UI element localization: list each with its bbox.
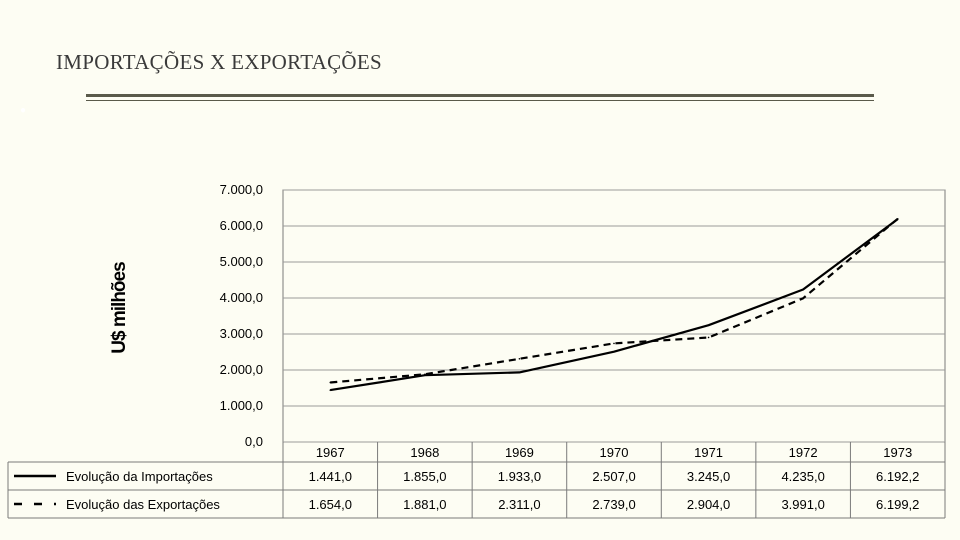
table-cell-value: 1.855,0	[403, 469, 446, 484]
y-tick-label: 0,0	[245, 434, 263, 449]
x-tick-label: 1973	[883, 445, 912, 460]
legend-label: Evolução da Importações	[66, 469, 213, 484]
x-tick-label: 1970	[600, 445, 629, 460]
title-rule-thick	[86, 94, 874, 97]
data-point	[424, 373, 426, 376]
series-lines	[329, 217, 899, 392]
y-tick-label: 4.000,0	[220, 290, 263, 305]
data-point	[613, 350, 615, 353]
y-tick-label: 7.000,0	[220, 182, 263, 197]
table-cell-value: 6.192,2	[876, 469, 919, 484]
data-point	[896, 218, 899, 220]
data-table: 1967 1968 1969 1970 1971 1972 1973 Evolução da …	[7, 442, 946, 519]
series-line-importacoes	[330, 218, 899, 392]
corner-bullet-icon: ●	[20, 105, 27, 116]
table-cell-value: 1.654,0	[309, 497, 352, 512]
y-tick-label: 5.000,0	[220, 254, 263, 269]
table-cell-value: 2.739,0	[592, 497, 635, 512]
x-tick-label: 1972	[789, 445, 818, 460]
table-cell-value: 1.933,0	[498, 469, 541, 484]
x-tick-label: 1969	[505, 445, 534, 460]
data-point	[329, 389, 332, 391]
gridlines	[282, 189, 946, 443]
table-cell-value: 2.507,0	[592, 469, 635, 484]
table-cell-value: 2.904,0	[687, 497, 730, 512]
title-rule-thin	[86, 100, 874, 101]
x-tick-label: 1971	[694, 445, 723, 460]
data-point	[329, 381, 332, 384]
legend-label: Evolução das Exportações	[66, 497, 220, 512]
plot-frame	[282, 189, 946, 443]
y-tick-label: 6.000,0	[220, 218, 263, 233]
slide-title: IMPORTAÇÕES X EXPORTAÇÕES	[56, 50, 382, 74]
data-point	[802, 297, 804, 300]
data-point	[707, 336, 710, 339]
y-tick-labels: 7.000,0 6.000,0 5.000,0 4.000,0 3.000,0 2.000…	[220, 182, 263, 449]
table-cell-value: 1.881,0	[403, 497, 446, 512]
series-line-exportacoes	[330, 217, 899, 384]
table-cell-value: 2.311,0	[498, 497, 540, 512]
data-point	[518, 358, 521, 360]
table-cell-value: 6.199,2	[876, 497, 919, 512]
data-point	[802, 288, 804, 291]
y-tick-label: 3.000,0	[220, 326, 263, 341]
table-cell-value: 1.441,0	[309, 469, 352, 484]
data-point	[613, 342, 615, 345]
table-cell-value: 3.245,0	[687, 469, 730, 484]
y-tick-label: 2.000,0	[220, 362, 263, 377]
data-point	[707, 324, 710, 326]
x-tick-label: 1967	[316, 445, 345, 460]
y-tick-label: 1.000,0	[220, 398, 263, 413]
data-point	[518, 371, 521, 374]
table-cell-value: 4.235,0	[781, 469, 824, 484]
x-tick-label: 1968	[410, 445, 439, 460]
table-cell-value: 3.991,0	[781, 497, 824, 512]
